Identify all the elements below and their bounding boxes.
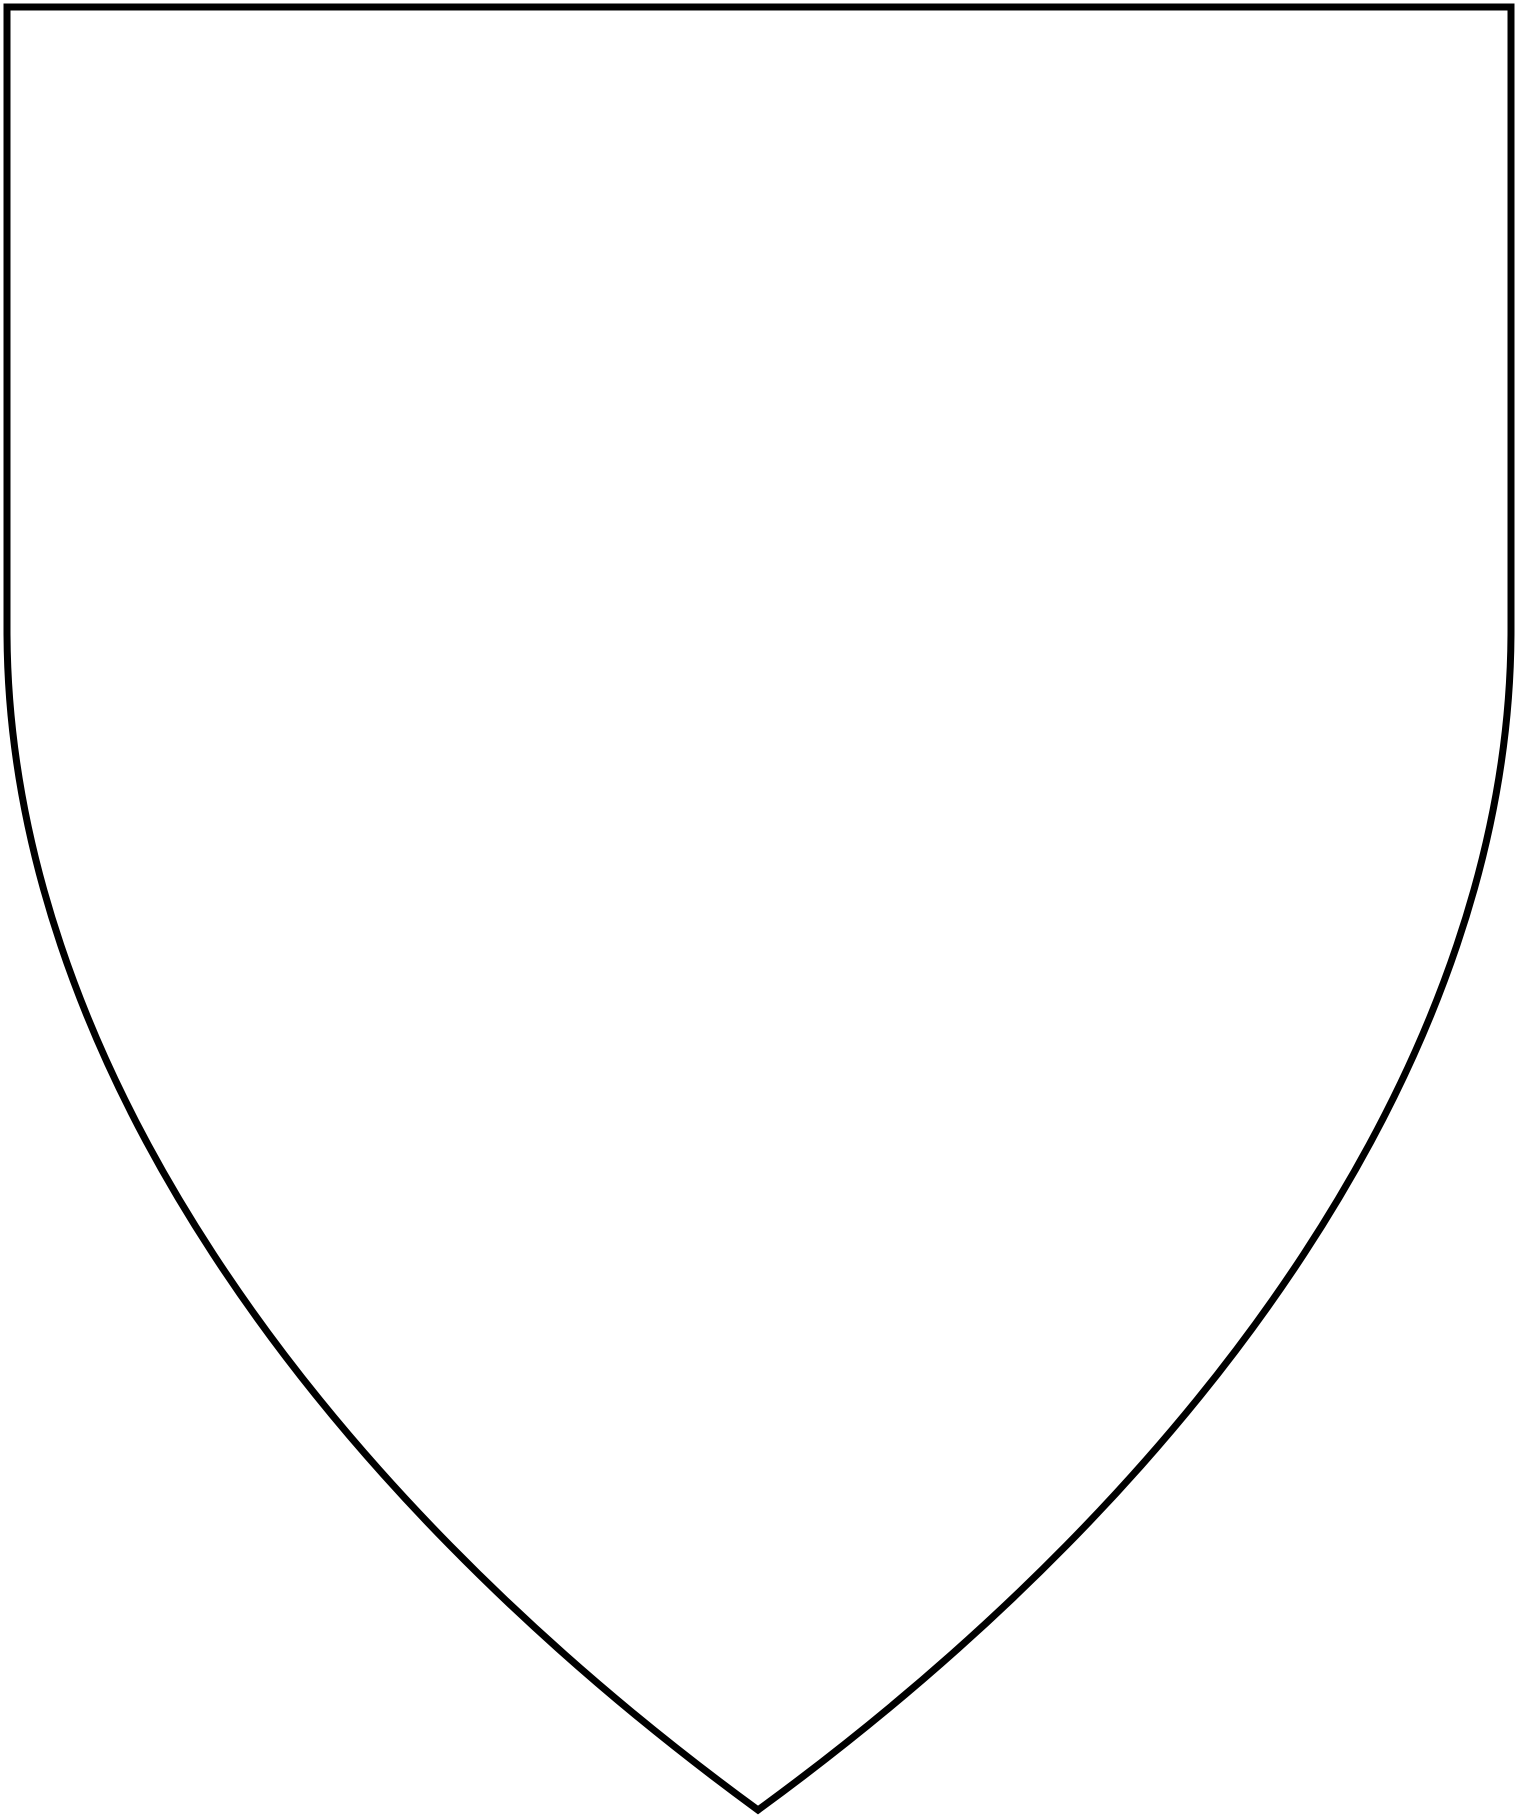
shield-outline — [3, 3, 1515, 1815]
